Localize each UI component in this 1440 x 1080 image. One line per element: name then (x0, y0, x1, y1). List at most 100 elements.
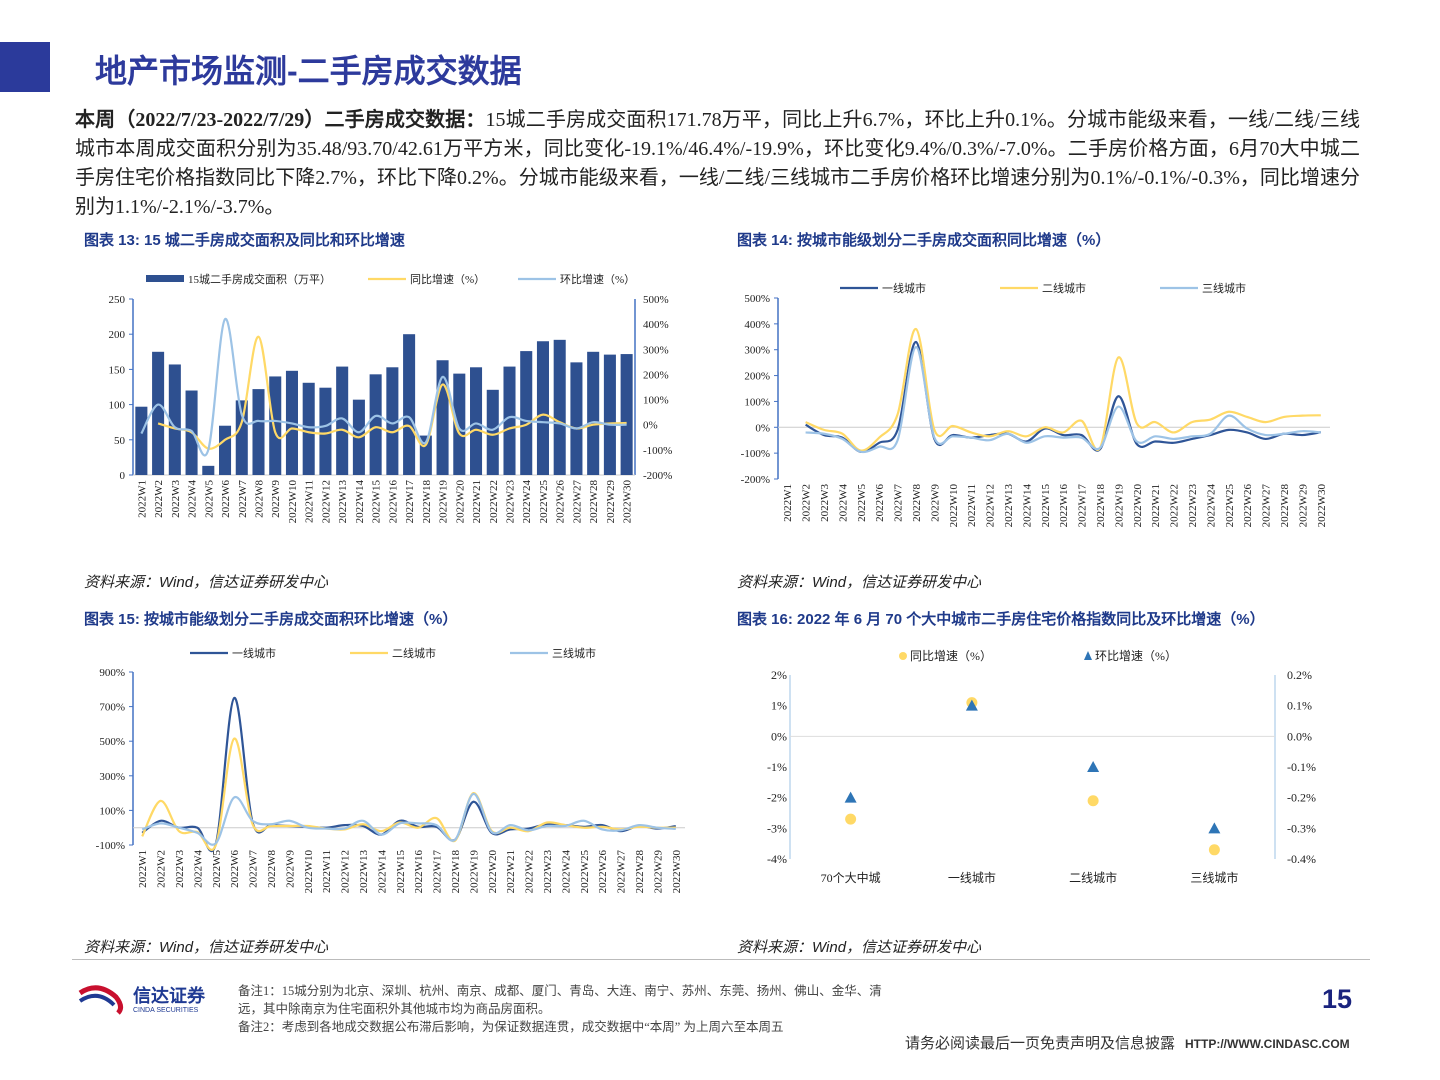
legend-label: 三线城市 (1202, 281, 1246, 295)
x-tick-label: 2022W19 (468, 850, 480, 894)
x-tick-label: 2022W21 (471, 480, 483, 523)
company-logo: 信达证券 CINDA SECURITIES (78, 983, 218, 1020)
x-tick-label: 一线城市 (948, 870, 996, 885)
x-tick-label: 70个大中城 (821, 870, 881, 885)
bar (403, 334, 416, 475)
x-tick-label: 2022W22 (524, 850, 536, 893)
x-tick-label: 2022W9 (929, 484, 941, 522)
x-tick-label: 2022W3 (174, 850, 186, 888)
bar (369, 374, 382, 475)
x-tick-label: 2022W28 (1279, 484, 1291, 528)
x-tick-label: 2022W4 (187, 480, 199, 518)
y-tick-label: -4% (767, 852, 787, 866)
x-tick-label: 2022W23 (505, 480, 517, 524)
x-tick-label: 2022W2 (801, 484, 813, 522)
bar (252, 389, 265, 475)
x-tick-label: 2022W29 (605, 480, 617, 524)
x-tick-label: 2022W12 (340, 850, 352, 893)
y-tick-label: 900% (99, 667, 125, 679)
series-line (140, 317, 627, 457)
y-tick-label: 100% (744, 396, 770, 408)
figure-16-title: 图表 16: 2022 年 6 月 70 个大中城市二手房住宅价格指数同比及环比… (737, 611, 1265, 628)
x-tick-label: 2022W3 (819, 484, 831, 522)
bar (302, 382, 315, 475)
y-tick-label: 200% (744, 371, 770, 383)
x-tick-label: 2022W25 (538, 480, 550, 524)
legend-label: 环比增速（%） (1095, 649, 1177, 663)
bar (486, 389, 499, 475)
y2-tick-label: -0.3% (1287, 821, 1316, 835)
y-tick-label: 50 (114, 435, 126, 447)
header-accent-block (0, 42, 50, 92)
figure-15-source: 资料来源：Wind，信达证券研发中心 (84, 939, 329, 956)
x-tick-label: 2022W9 (284, 850, 296, 888)
x-tick-label: 2022W25 (579, 850, 591, 894)
x-tick-label: 2022W6 (229, 850, 241, 888)
legend-swatch (146, 275, 184, 282)
data-point (845, 813, 857, 825)
x-tick-label: 2022W10 (287, 480, 299, 524)
x-tick-label: 2022W5 (203, 480, 215, 518)
bar (620, 354, 633, 475)
x-tick-label: 2022W26 (597, 850, 609, 894)
summary-paragraph: 本周（2022/7/23-2022/7/29）二手房成交数据：15城二手房成交面… (75, 106, 1360, 222)
bar (536, 341, 549, 475)
summary-body: 15城二手房成交面积171.78万平，同比上升6.7%，环比上升0.1%。分城市… (75, 109, 1360, 218)
x-tick-label: 2022W1 (137, 850, 149, 888)
y-tick-label: 250 (109, 294, 126, 306)
x-tick-label: 2022W23 (542, 850, 554, 894)
x-tick-label: 2022W19 (438, 480, 450, 524)
y-tick-label: 300% (99, 771, 125, 783)
x-tick-label: 2022W18 (450, 850, 462, 894)
x-tick-label: 2022W10 (948, 484, 960, 528)
y-tick-label: 150 (109, 364, 126, 376)
y2-tick-label: -0.1% (1287, 760, 1316, 774)
x-tick-label: 2022W8 (266, 850, 278, 888)
x-tick-label: 2022W16 (387, 480, 399, 524)
x-tick-label: 2022W9 (270, 480, 282, 518)
bar (202, 465, 215, 475)
bar (235, 400, 248, 475)
x-tick-label: 2022W18 (421, 480, 433, 524)
x-tick-label: 2022W29 (1297, 484, 1309, 528)
x-tick-label: 2022W23 (1187, 484, 1199, 528)
x-tick-label: 2022W4 (192, 850, 204, 888)
y-tick-label: 0 (120, 470, 126, 482)
data-point (1087, 795, 1099, 807)
legend-label: 15城二手房成交面积（万平） (188, 272, 331, 286)
website-link[interactable]: HTTP://WWW.CINDASC.COM (1185, 1037, 1350, 1051)
bar (336, 366, 349, 475)
y-tick-label: 500% (744, 293, 770, 305)
series-line (805, 340, 1321, 453)
x-tick-label: 2022W20 (1132, 484, 1144, 528)
legend-label: 二线城市 (392, 646, 436, 660)
y-tick-label: -3% (767, 821, 787, 835)
page-title: 地产市场监测-二手房成交数据 (95, 53, 522, 89)
x-tick-label: 2022W28 (634, 850, 646, 894)
bar (152, 351, 165, 475)
svg-text:信达证券: 信达证券 (133, 985, 206, 1007)
x-tick-label: 2022W8 (911, 484, 923, 522)
y2-tick-label: 0.1% (1287, 699, 1312, 713)
x-tick-label: 2022W12 (320, 480, 332, 523)
legend-label: 同比增速（%） (410, 272, 485, 286)
legend-label: 同比增速（%） (910, 649, 992, 663)
x-tick-label: 2022W24 (521, 480, 533, 524)
y2-tick-label: 400% (643, 319, 669, 331)
bar (135, 406, 148, 475)
x-tick-label: 2022W22 (488, 480, 500, 523)
figure-13-title: 图表 13: 15 城二手房成交面积及同比和环比增速 (84, 232, 405, 249)
note-2: 备注2：考虑到各地成交数据公布滞后影响，为保证数据连贯，成交数据中“本周” 为上… (238, 1020, 784, 1034)
x-tick-label: 2022W20 (487, 850, 499, 894)
x-tick-label: 2022W28 (588, 480, 600, 524)
x-tick-label: 2022W7 (237, 480, 249, 518)
footnotes: 备注1：15城分别为北京、深圳、杭州、南京、成都、厦门、青岛、大连、南宁、苏州、… (238, 982, 883, 1036)
x-tick-label: 2022W21 (505, 850, 517, 893)
disclaimer-text: 请务必阅读最后一页免责声明及信息披露 (905, 1036, 1176, 1052)
x-tick-label: 2022W18 (1095, 484, 1107, 528)
x-tick-label: 2022W7 (893, 484, 905, 522)
x-tick-label: 2022W16 (1058, 484, 1070, 528)
y-tick-label: 2% (771, 668, 787, 682)
x-tick-label: 2022W20 (454, 480, 466, 524)
